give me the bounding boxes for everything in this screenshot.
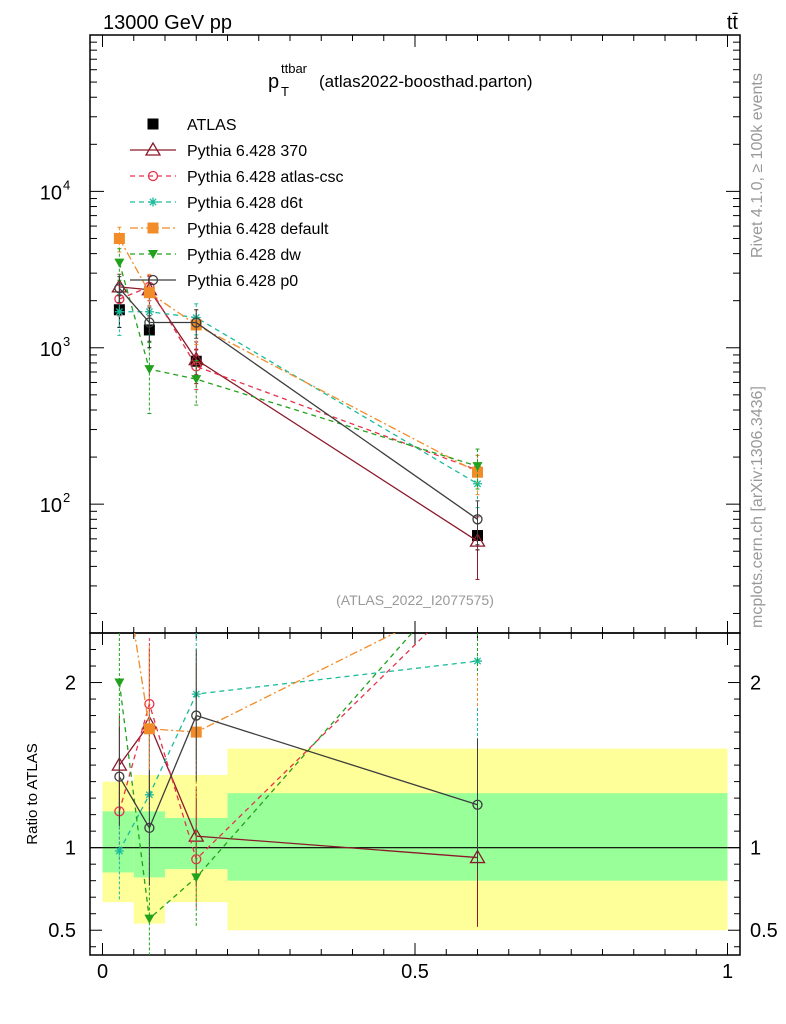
mcplots-label: mcplots.cern.ch [arXiv:1306.3436] [749, 386, 766, 628]
ratio-panel-series [111, 528, 486, 955]
legend-label: Pythia 6.428 p0 [187, 273, 298, 290]
main-series-line [119, 286, 478, 471]
ratio-x-tick-label: 0.5 [401, 961, 429, 983]
rivet-version-label: Rivet 4.1.0, ≥ 100k events [749, 73, 766, 258]
ratio-y-tick-label: 1 [65, 838, 76, 860]
main-series-6 [114, 276, 483, 546]
ratio-data-point [114, 678, 125, 688]
main-data-point [191, 317, 202, 328]
legend-entry-0: ATLAS [147, 117, 237, 134]
main-series-1 [111, 273, 486, 580]
main-data-point [113, 232, 125, 244]
main-series-5 [114, 248, 483, 490]
main-series-line [119, 286, 478, 542]
ratio-data-point [114, 771, 125, 782]
plot-title-sup: ttbar [281, 61, 308, 76]
legend-marker [144, 141, 162, 156]
legend-marker [148, 250, 158, 259]
legend-marker [147, 222, 159, 234]
ratio-axis-label: Ratio to ATLAS [24, 743, 41, 844]
legend-marker [147, 170, 159, 182]
main-y-tick-label: 10 [40, 182, 62, 204]
ratio-series-line [118, 633, 428, 861]
main-panel-series [111, 226, 486, 580]
ratio-y-tick-label-right: 1 [750, 838, 761, 860]
plot-title-main: p [268, 71, 279, 93]
ratio-data-point [143, 723, 155, 735]
ratio-y-tick-label: 2 [65, 673, 76, 695]
legend-label: Pythia 6.428 atlas-csc [187, 169, 344, 186]
legend-marker [147, 274, 159, 286]
legend-entry-2: Pythia 6.428 atlas-csc [130, 169, 344, 186]
ratio-y-tick-label: 0.5 [48, 920, 76, 942]
ratio-data-point [144, 822, 155, 834]
main-data-point [472, 466, 483, 478]
ratio-y-tick-label-right: 2 [750, 673, 761, 695]
legend-marker [148, 197, 158, 207]
main-data-point [469, 532, 486, 547]
main-data-point [472, 514, 483, 525]
ratio-series-line [133, 633, 397, 733]
main-data-point [473, 479, 482, 489]
process-label: tt̄ [727, 12, 739, 34]
main-data-point [143, 287, 155, 299]
ratio-series-4 [114, 633, 478, 955]
legend-entry-4: Pythia 6.428 default [130, 221, 329, 238]
main-series-0 [113, 295, 483, 551]
legend-label: ATLAS [187, 117, 237, 134]
main-series-line [118, 238, 478, 473]
legend-label: Pythia 6.428 d6t [187, 195, 303, 212]
ratio-data-point [114, 846, 124, 856]
ratio-data-point [144, 914, 155, 924]
legend-entry-1: Pythia 6.428 370 [130, 141, 307, 160]
main-y-tick-label-exponent: 4 [63, 177, 70, 192]
plot-title-sub: T [281, 84, 289, 99]
main-data-point [114, 307, 124, 317]
main-series-line [118, 287, 478, 520]
main-y-tick-label-exponent: 3 [63, 334, 70, 349]
ratio-data-point [472, 799, 483, 810]
energy-label: 13000 GeV pp [103, 12, 232, 34]
ratio-series-line [118, 714, 478, 830]
main-y-tick-label-exponent: 2 [63, 490, 70, 505]
ratio-data-point [191, 710, 202, 721]
legend-label: Pythia 6.428 default [187, 221, 329, 238]
legend-entry-5: Pythia 6.428 dw [130, 247, 301, 264]
legend-label: Pythia 6.428 dw [187, 247, 301, 264]
ratio-data-point [114, 528, 125, 539]
legend-marker [147, 118, 159, 130]
main-data-point [472, 462, 483, 472]
legend-entry-6: Pythia 6.428 p0 [130, 273, 298, 290]
main-series-line [119, 311, 478, 485]
analysis-watermark: (ATLAS_2022_I2077575) [336, 592, 494, 608]
main-data-point [191, 375, 202, 385]
legend-label: Pythia 6.428 370 [187, 143, 307, 160]
legend-entry-3: Pythia 6.428 d6t [130, 195, 303, 212]
main-y-tick-label: 10 [40, 339, 62, 361]
legend: ATLAS Pythia 6.428 370 Pythia 6.428 atlas-… [130, 117, 344, 290]
ratio-x-tick-label: 1 [722, 961, 733, 983]
ratio-series-area [111, 528, 486, 955]
ratio-x-tick-label: 0 [97, 961, 108, 983]
axis-ticks [90, 34, 740, 955]
ratio-data-point [191, 873, 202, 883]
ratio-data-point [473, 656, 482, 666]
main-data-point [114, 283, 125, 294]
ratio-series-line [118, 660, 478, 852]
main-data-point [114, 258, 125, 268]
plot-title-rest: (atlas2022-boosthad.parton) [319, 72, 533, 91]
main-series-line [118, 262, 478, 467]
ratio-data-point [473, 579, 482, 588]
ratio-y-tick-label-right: 0.5 [750, 920, 778, 942]
main-y-tick-label: 10 [40, 495, 62, 517]
ratio-series-5 [114, 649, 483, 886]
main-data-point [144, 317, 155, 328]
ratio-series-line [118, 633, 413, 920]
main-series-3 [114, 293, 482, 509]
band-inner-0 [102, 811, 134, 873]
main-data-point [144, 365, 155, 375]
